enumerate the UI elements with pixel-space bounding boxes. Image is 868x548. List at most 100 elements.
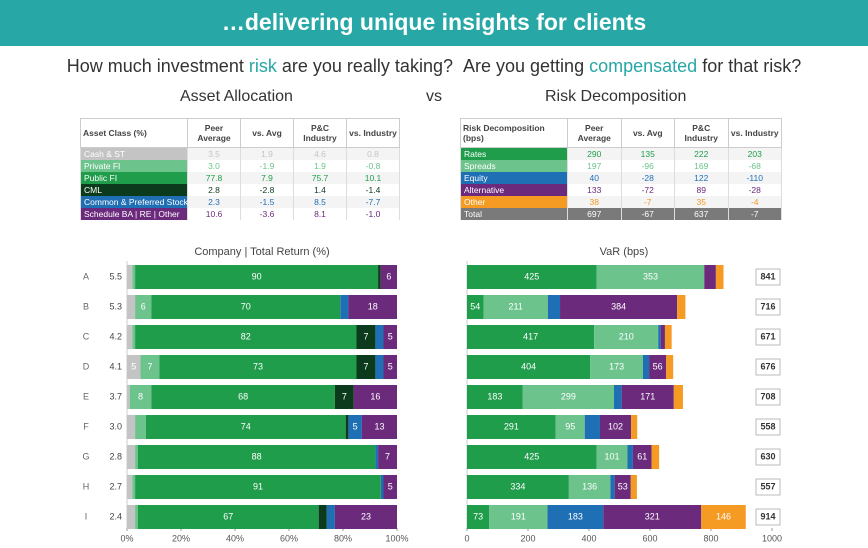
table-row: Rates 290 135 222 203 (460, 147, 782, 160)
risk-table: Risk Decomposition (bps) Peer Average vs. … (460, 118, 782, 220)
total-box (755, 298, 781, 316)
bar-segment (326, 505, 335, 529)
row-label: CML (80, 184, 188, 196)
header-row: Risk Decomposition (bps) Peer Average vs. … (460, 118, 782, 148)
bar-segment (318, 505, 327, 529)
bar-label: 183 (568, 511, 583, 521)
bar-segment (378, 265, 381, 289)
bar-segment (127, 295, 136, 319)
column-header: Peer Average (567, 118, 622, 148)
bar-segment (375, 325, 384, 349)
table-cell: 197 (567, 160, 622, 172)
table-row: CML 2.8 -2.8 1.4 -1.4 (80, 184, 400, 196)
bar-segment (467, 475, 569, 499)
bar-segment (547, 295, 561, 319)
bar-label: 68 (238, 391, 248, 401)
row-label: Other (460, 196, 568, 208)
bar-segment (467, 415, 556, 439)
total-label: 557 (760, 481, 775, 491)
column-header: P&C Industry (293, 118, 347, 148)
bar-segment (132, 325, 136, 349)
bar-label: 18 (368, 301, 378, 311)
question-text: Are you getting (463, 56, 585, 76)
vs-label: vs (426, 88, 442, 105)
bar-label: 95 (565, 421, 575, 431)
table-row: Total 697 -67 637 -7 (460, 208, 782, 220)
row-label: Common & Preferred Stock (80, 196, 188, 208)
bar-segment (630, 475, 637, 499)
bar-label: 7 (363, 361, 368, 371)
row-label: Total (460, 208, 568, 220)
bar-label: 7 (147, 361, 152, 371)
bar-label: 321 (645, 511, 660, 521)
table-row: Private FI 3.0 -1.9 1.9 -0.8 (80, 160, 400, 172)
bar-label: 56 (653, 361, 663, 371)
questions: How much investment risk are you really … (0, 56, 868, 77)
category-label: G (82, 451, 89, 461)
bar-segment (383, 475, 397, 499)
total-label: 716 (760, 301, 775, 311)
bar-segment (614, 475, 631, 499)
bar-segment (145, 415, 346, 439)
total-box (755, 388, 781, 406)
bar-segment (137, 445, 376, 469)
x-tick-label: 800 (703, 533, 718, 543)
bar-segment (151, 385, 335, 409)
side-label: 2.7 (109, 481, 122, 491)
bar-label: 173 (609, 361, 624, 371)
x-tick-label: 60% (280, 533, 298, 543)
bar-segment (356, 325, 376, 349)
table-row: Public FI 77.8 7.9 75.7 10.1 (80, 172, 400, 184)
table-cell: -7 (620, 196, 675, 208)
bar-segment (590, 355, 643, 379)
table-row: Other 38 -7 35 -4 (460, 196, 782, 208)
x-tick-label: 1000 (762, 533, 782, 543)
chart-title: VaR (bps) (600, 246, 649, 258)
x-tick-label: 200 (520, 533, 535, 543)
bar-segment (140, 355, 160, 379)
bar-segment (127, 355, 141, 379)
bar-label: 8 (138, 391, 143, 401)
bar-label: 183 (487, 391, 502, 401)
bar-segment (348, 295, 397, 319)
bar-segment (345, 415, 349, 439)
bar-segment (356, 355, 376, 379)
bar-segment (137, 505, 319, 529)
bar-label: 6 (386, 271, 391, 281)
table-cell: 35 (674, 196, 729, 208)
bar-segment (467, 355, 591, 379)
bar-label: 5 (131, 361, 136, 371)
bar-segment (522, 385, 615, 409)
bar-label: 90 (252, 271, 262, 281)
bar-segment (127, 475, 133, 499)
side-label: 2.4 (109, 511, 122, 521)
bar-label: 384 (611, 301, 626, 311)
table-cell: 40 (567, 172, 622, 184)
bar-segment (599, 415, 632, 439)
category-label: F (83, 421, 89, 431)
banner: …delivering unique insights for clients (0, 0, 868, 46)
bar-segment (677, 295, 686, 319)
table-cell: -28 (727, 184, 782, 196)
bar-segment (596, 445, 628, 469)
section-title: Risk Decomposition (545, 88, 687, 105)
bar-label: 353 (643, 271, 658, 281)
bar-label: 82 (241, 331, 251, 341)
table-cell: 133 (567, 184, 622, 196)
total-box (755, 508, 781, 526)
category-label: A (83, 271, 89, 281)
bar-label: 291 (504, 421, 519, 431)
column-header: vs. Industry (727, 118, 782, 148)
bar-label: 67 (223, 511, 233, 521)
column-header: Asset Class (%) (80, 118, 188, 148)
bar-label: 53 (618, 481, 628, 491)
bar-label: 334 (510, 481, 525, 491)
bar-label: 171 (640, 391, 655, 401)
table-row: Schedule BA | RE | Other 10.6 -3.6 8.1 -1.0 (80, 208, 400, 220)
total-box (755, 268, 781, 286)
question-highlight: risk (248, 56, 277, 76)
table-cell: 222 (674, 147, 729, 160)
bar-segment (467, 295, 484, 319)
chart-title: Company | Total Return (%) (194, 246, 329, 258)
bar-label: 210 (619, 331, 634, 341)
